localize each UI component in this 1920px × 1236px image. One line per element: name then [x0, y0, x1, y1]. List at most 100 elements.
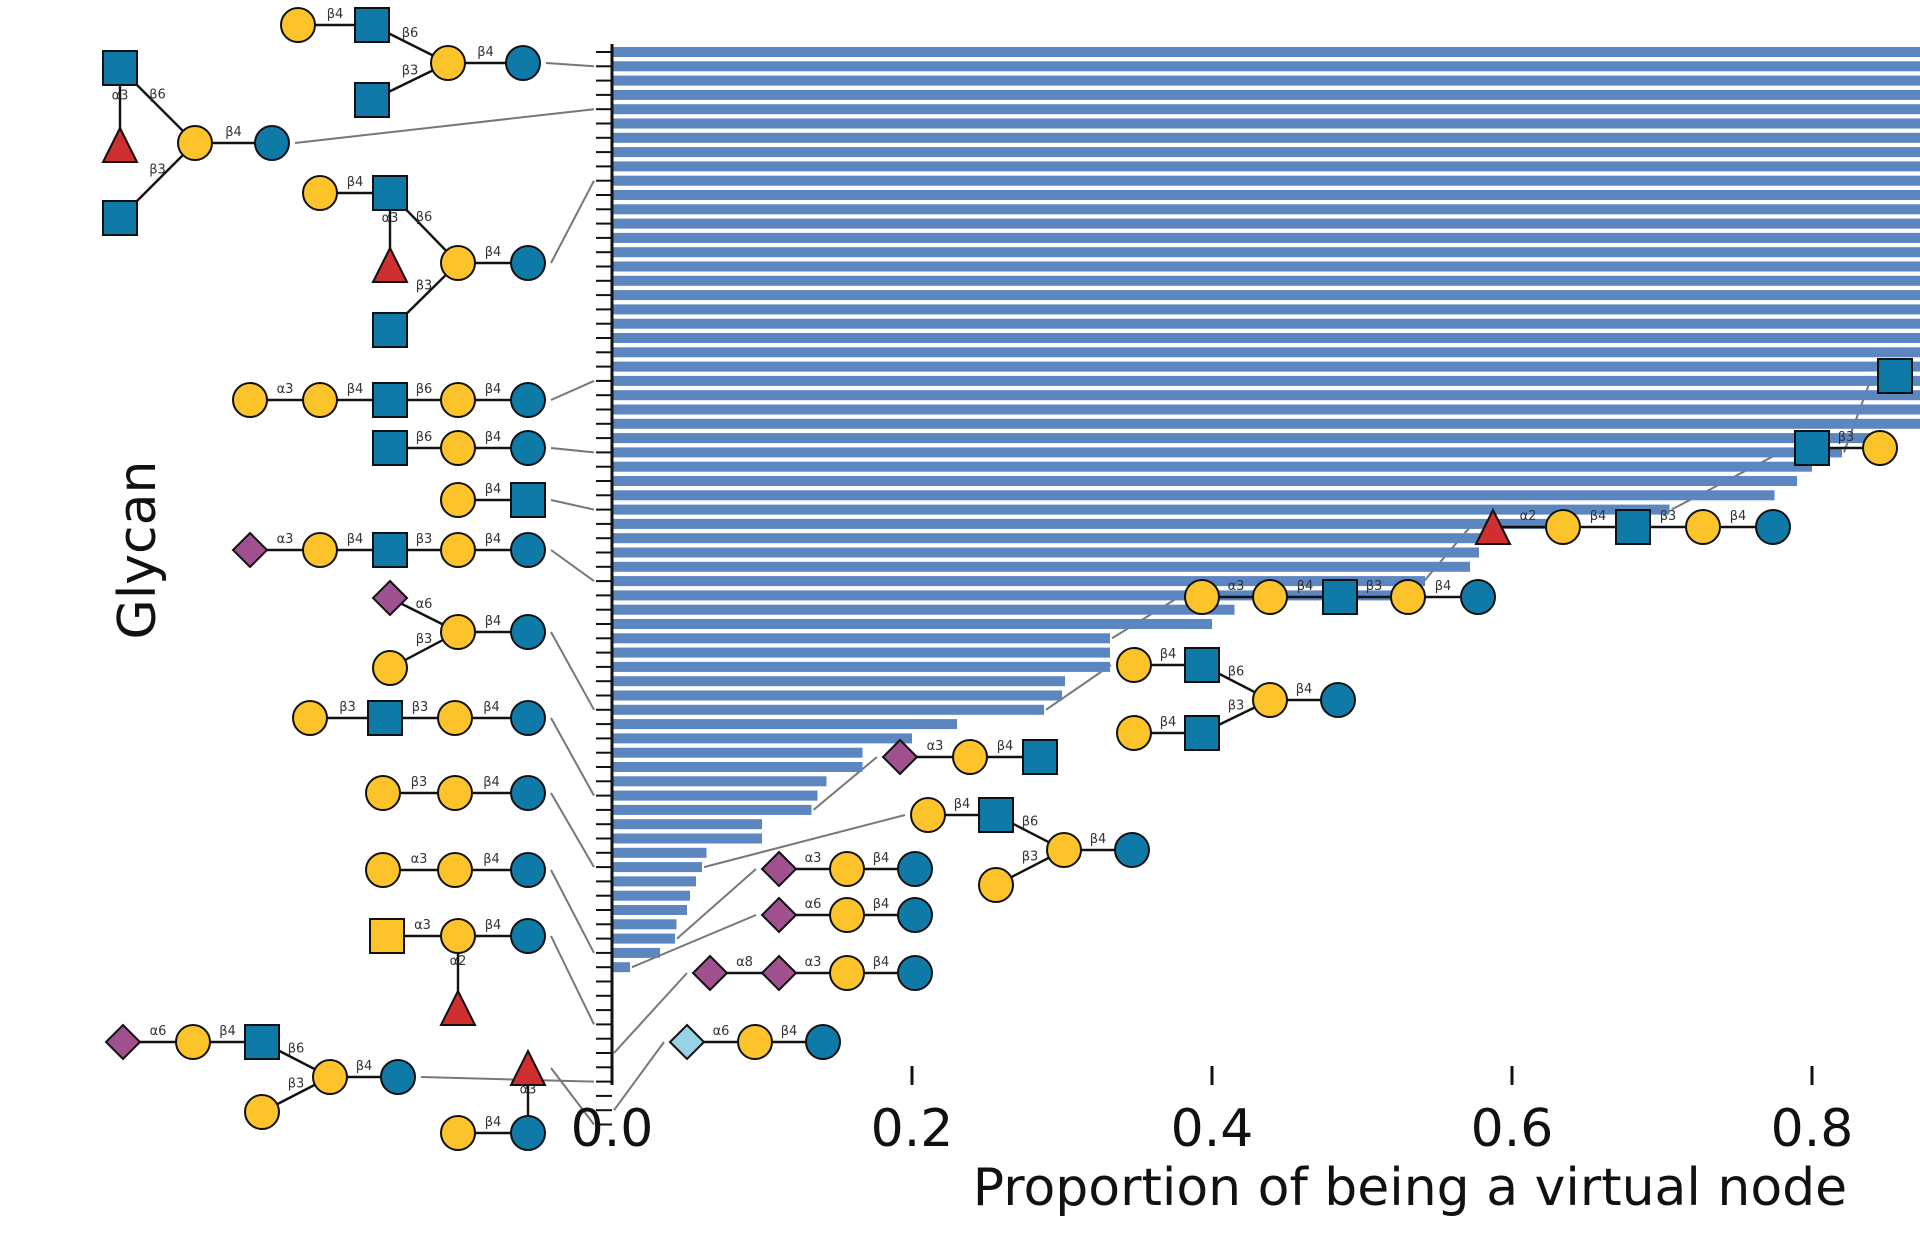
linkage-label: β4 — [485, 918, 502, 933]
bar — [612, 47, 1920, 57]
connector-line — [550, 935, 595, 1025]
glcnac-square-icon — [1322, 579, 1358, 615]
linkage-label: β4 — [485, 1115, 502, 1130]
glcnac-square-icon — [1794, 430, 1830, 466]
gal-circle-icon — [312, 1059, 348, 1095]
glycan-2: α3 β6 β3 β4 — [101, 50, 290, 236]
linkage-label: β4 — [873, 955, 890, 970]
connector-line — [550, 379, 595, 401]
gal-circle-icon — [1184, 579, 1220, 615]
bar — [612, 790, 818, 801]
linkage-label: α3 — [520, 1083, 537, 1098]
glycan-18: α3 β4 — [760, 850, 933, 888]
glycan-21: β4 β6 β4 β4 β3 — [1116, 647, 1356, 751]
bar — [612, 318, 1920, 329]
bar — [612, 104, 1920, 115]
linkage-label: β3 — [339, 700, 356, 715]
connector-line — [550, 447, 595, 454]
glc-circle-icon — [510, 245, 546, 281]
x-axis: 0.0 0.2 0.4 0.6 0.8 — [571, 1066, 1854, 1159]
fuc-triangle-icon — [439, 988, 477, 1026]
bar — [612, 776, 827, 787]
x-tick-label: 0.8 — [1771, 1099, 1854, 1159]
linkage-label: β4 — [485, 614, 502, 629]
linkage-label: α2 — [1520, 509, 1537, 524]
linkage-label: β4 — [347, 532, 364, 547]
glcnac-square-icon — [372, 430, 408, 466]
bar — [612, 132, 1920, 143]
glycan-14: α3 β4 — [440, 1048, 547, 1151]
glycan-22: α3 β4 β3 β4 — [1184, 579, 1496, 615]
glcnac-square-icon — [510, 482, 546, 518]
bar — [612, 447, 1842, 458]
glcnac-square-icon — [354, 7, 390, 43]
glc-circle-icon — [510, 1115, 546, 1151]
glc-circle-icon — [510, 775, 546, 811]
bar — [612, 275, 1920, 286]
connector-line — [550, 869, 595, 954]
gal-circle-icon — [302, 382, 338, 418]
linkage-label: β6 — [1022, 815, 1039, 830]
glc-circle-icon — [1755, 509, 1791, 545]
linkage-label: β4 — [219, 1024, 236, 1039]
linkage-label: α3 — [277, 382, 294, 397]
linkage-label: α6 — [713, 1024, 730, 1039]
connector-line — [1111, 596, 1180, 640]
x-axis-title: Proportion of being a virtual node — [973, 1158, 1847, 1218]
connector-line — [703, 814, 906, 869]
bar — [612, 404, 1920, 415]
gal-circle-icon — [292, 700, 328, 736]
fuc-triangle-icon — [371, 245, 409, 283]
linkage-label: α6 — [805, 897, 822, 912]
linkage-label: α3 — [277, 532, 294, 547]
y-axis — [596, 44, 614, 1126]
glc-circle-icon — [380, 1059, 416, 1095]
gal-circle-icon — [365, 852, 401, 888]
glycan-8: α6 β4 β3 — [371, 579, 546, 686]
bar — [612, 676, 1065, 687]
neu5ac-diamond-icon — [760, 850, 798, 888]
glycan-5: β6 β4 — [372, 430, 546, 466]
gal-circle-icon — [1116, 715, 1152, 751]
bar — [612, 619, 1212, 629]
glcnac-square-icon — [1184, 647, 1220, 683]
bar — [612, 361, 1920, 372]
bar — [612, 247, 1920, 258]
x-tick-label: 0.4 — [1171, 1099, 1254, 1159]
gal-circle-icon — [440, 245, 476, 281]
glycan-12: α3 β4 α2 — [369, 918, 546, 1026]
linkage-label: β3 — [416, 632, 433, 647]
bar — [612, 504, 1670, 515]
glcnac-square-icon — [102, 200, 138, 236]
glycan-4: α3 β4 β6 β4 — [232, 382, 546, 418]
linkage-label: α2 — [450, 954, 467, 969]
bar — [612, 61, 1920, 72]
glcnac-square-icon — [244, 1024, 280, 1060]
connector-line — [550, 549, 595, 582]
connector-line — [676, 868, 757, 940]
glc-circle-icon — [510, 532, 546, 568]
glycan-15: α6 β4 — [668, 1023, 841, 1061]
bar — [612, 876, 696, 887]
bar — [612, 518, 1550, 529]
gal-circle-icon — [1390, 579, 1426, 615]
linkage-label: α3 — [112, 89, 129, 104]
gal-circle-icon — [177, 125, 213, 161]
glcnac-square-icon — [372, 382, 408, 418]
glc-circle-icon — [510, 852, 546, 888]
gal-circle-icon — [440, 482, 476, 518]
glycan-3: β4 α3 β6 β4 β3 — [302, 175, 546, 348]
linkage-label: β3 — [411, 775, 428, 790]
gal-circle-icon — [437, 852, 473, 888]
linkage-label: β4 — [327, 7, 344, 22]
linkage-label: β4 — [356, 1059, 373, 1074]
glycan-19: β4 β6 β4 β3 — [910, 797, 1150, 903]
connector-line — [550, 1067, 595, 1126]
glcnac-square-icon — [367, 700, 403, 736]
gal-circle-icon — [232, 382, 268, 418]
linkage-label: β3 — [288, 1077, 305, 1092]
glcnac-square-icon — [1877, 358, 1913, 394]
glycan-1: β4 β6 β4 β3 — [280, 7, 541, 118]
connector-line — [550, 792, 595, 868]
